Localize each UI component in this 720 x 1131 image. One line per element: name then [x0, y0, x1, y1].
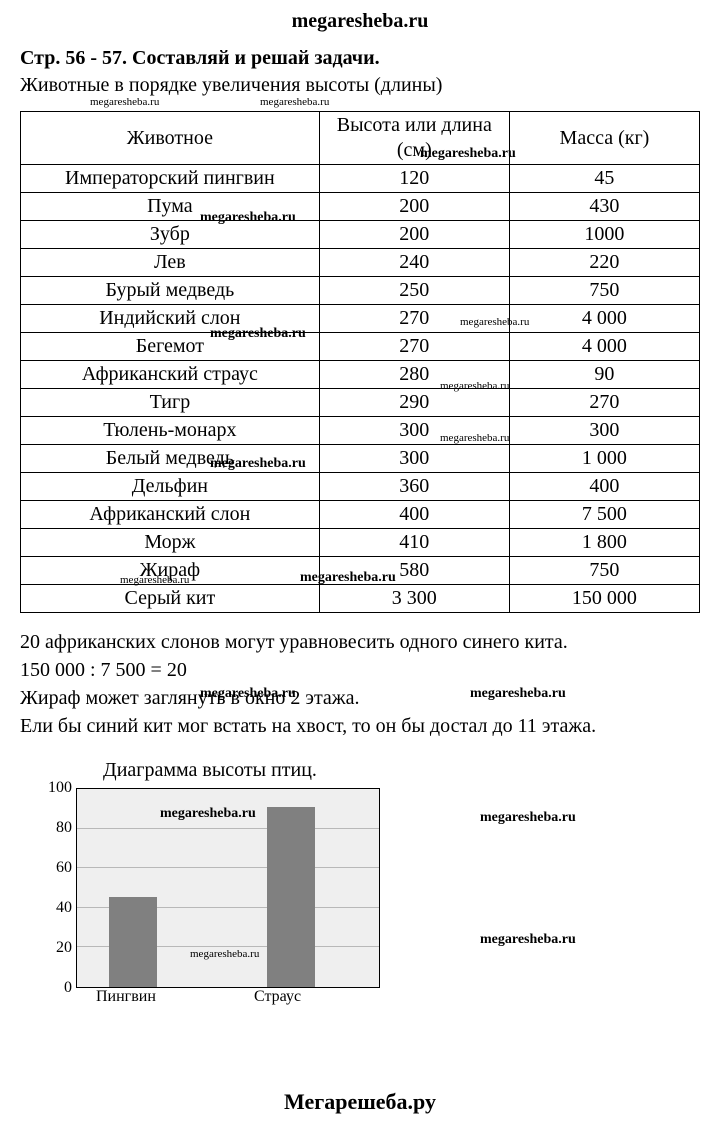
table-header-row: Животное Высота или длина (см) Масса (кг…: [21, 112, 700, 165]
table-cell: 300: [319, 445, 509, 473]
table-cell: 270: [319, 305, 509, 333]
table-row: Зубр2001000: [21, 221, 700, 249]
table-row: Дельфин360400: [21, 473, 700, 501]
table-cell: 240: [319, 249, 509, 277]
table-cell: Морж: [21, 529, 320, 557]
table-cell: 290: [319, 389, 509, 417]
table-cell: Африканский страус: [21, 361, 320, 389]
table-cell: 400: [509, 473, 699, 501]
table-cell: Пума: [21, 193, 320, 221]
table-cell: Тигр: [21, 389, 320, 417]
chart-title: Диаграмма высоты птиц.: [40, 759, 380, 782]
y-tick-label: 20: [56, 939, 72, 957]
table-cell: 45: [509, 165, 699, 193]
bird-height-chart: Диаграмма высоты птиц. 0 20 40 60 80 100 Пинг…: [40, 759, 380, 1010]
table-cell: 280: [319, 361, 509, 389]
table-cell: 750: [509, 557, 699, 585]
table-cell: 410: [319, 529, 509, 557]
table-cell: Бурый медведь: [21, 277, 320, 305]
chart-bar: [267, 807, 315, 987]
table-row: Тюлень-монарх300300: [21, 417, 700, 445]
table-row: Жираф580750: [21, 557, 700, 585]
table-cell: 400: [319, 501, 509, 529]
table-cell: 270: [509, 389, 699, 417]
table-cell: 150 000: [509, 585, 699, 613]
col-header-height: Высота или длина (см): [319, 112, 509, 165]
grid-line: [77, 828, 379, 829]
table-cell: 200: [319, 221, 509, 249]
table-cell: 250: [319, 277, 509, 305]
watermark: megaresheba.ru: [90, 96, 159, 108]
site-footer: Мегарешеба.ру: [0, 1089, 720, 1115]
table-row: Африканский страус28090: [21, 361, 700, 389]
x-tick-label: Страус: [254, 988, 301, 1006]
chart-bar: [109, 897, 157, 987]
table-cell: Белый медведь: [21, 445, 320, 473]
table-cell: Дельфин: [21, 473, 320, 501]
table-row: Морж4101 800: [21, 529, 700, 557]
table-cell: 1000: [509, 221, 699, 249]
watermark: megaresheba.ru: [480, 810, 576, 826]
fact-line: Жираф может заглянуть в окно 2 этажа.: [20, 685, 700, 711]
table-row: Серый кит3 300150 000: [21, 585, 700, 613]
table-row: Тигр290270: [21, 389, 700, 417]
fact-line: 20 африканских слонов могут уравновесить…: [20, 629, 700, 655]
table-row: Пума200430: [21, 193, 700, 221]
table-cell: 270: [319, 333, 509, 361]
table-cell: 300: [509, 417, 699, 445]
table-cell: 220: [509, 249, 699, 277]
y-tick-label: 80: [56, 819, 72, 837]
table-cell: Индийский слон: [21, 305, 320, 333]
table-cell: 1 000: [509, 445, 699, 473]
col-header-mass: Масса (кг): [509, 112, 699, 165]
table-row: Бегемот2704 000: [21, 333, 700, 361]
y-tick-label: 40: [56, 899, 72, 917]
table-cell: 4 000: [509, 333, 699, 361]
site-header: megaresheba.ru: [20, 10, 700, 33]
table-row: Лев240220: [21, 249, 700, 277]
y-tick-label: 0: [64, 979, 72, 997]
grid-line: [77, 867, 379, 868]
table-cell: 360: [319, 473, 509, 501]
chart-y-axis: 020406080100: [40, 788, 76, 988]
fact-line: Ели бы синий кит мог встать на хвост, то…: [20, 713, 700, 739]
animals-table: Животное Высота или длина (см) Масса (кг…: [20, 111, 700, 613]
table-cell: 120: [319, 165, 509, 193]
table-cell: 300: [319, 417, 509, 445]
table-cell: 430: [509, 193, 699, 221]
table-cell: 4 000: [509, 305, 699, 333]
watermark: megaresheba.ru: [480, 932, 576, 948]
col-header-animal: Животное: [21, 112, 320, 165]
facts-block: 20 африканских слонов могут уравновесить…: [20, 629, 700, 739]
table-cell: Африканский слон: [21, 501, 320, 529]
table-cell: Лев: [21, 249, 320, 277]
x-tick-label: Пингвин: [96, 988, 156, 1006]
table-cell: 7 500: [509, 501, 699, 529]
y-tick-label: 60: [56, 859, 72, 877]
table-row: Индийский слон2704 000: [21, 305, 700, 333]
page-title: Стр. 56 - 57. Составляй и решай задачи.: [20, 47, 700, 70]
table-cell: 90: [509, 361, 699, 389]
table-row: Императорский пингвин12045: [21, 165, 700, 193]
table-row: Бурый медведь250750: [21, 277, 700, 305]
table-cell: 750: [509, 277, 699, 305]
table-cell: Бегемот: [21, 333, 320, 361]
table-row: Белый медведь3001 000: [21, 445, 700, 473]
table-cell: 1 800: [509, 529, 699, 557]
fact-line: 150 000 : 7 500 = 20: [20, 657, 700, 683]
table-row: Африканский слон4007 500: [21, 501, 700, 529]
chart-x-axis: Пингвин Страус: [76, 988, 380, 1010]
page-subtitle: Животные в порядке увеличения высоты (дл…: [20, 74, 700, 97]
chart-plot-area: [76, 788, 380, 988]
watermark: megaresheba.ru: [260, 96, 329, 108]
table-cell: Тюлень-монарх: [21, 417, 320, 445]
table-cell: Жираф: [21, 557, 320, 585]
y-tick-label: 100: [48, 779, 72, 797]
table-cell: 3 300: [319, 585, 509, 613]
table-cell: 580: [319, 557, 509, 585]
table-cell: Серый кит: [21, 585, 320, 613]
table-cell: Зубр: [21, 221, 320, 249]
table-cell: 200: [319, 193, 509, 221]
table-cell: Императорский пингвин: [21, 165, 320, 193]
